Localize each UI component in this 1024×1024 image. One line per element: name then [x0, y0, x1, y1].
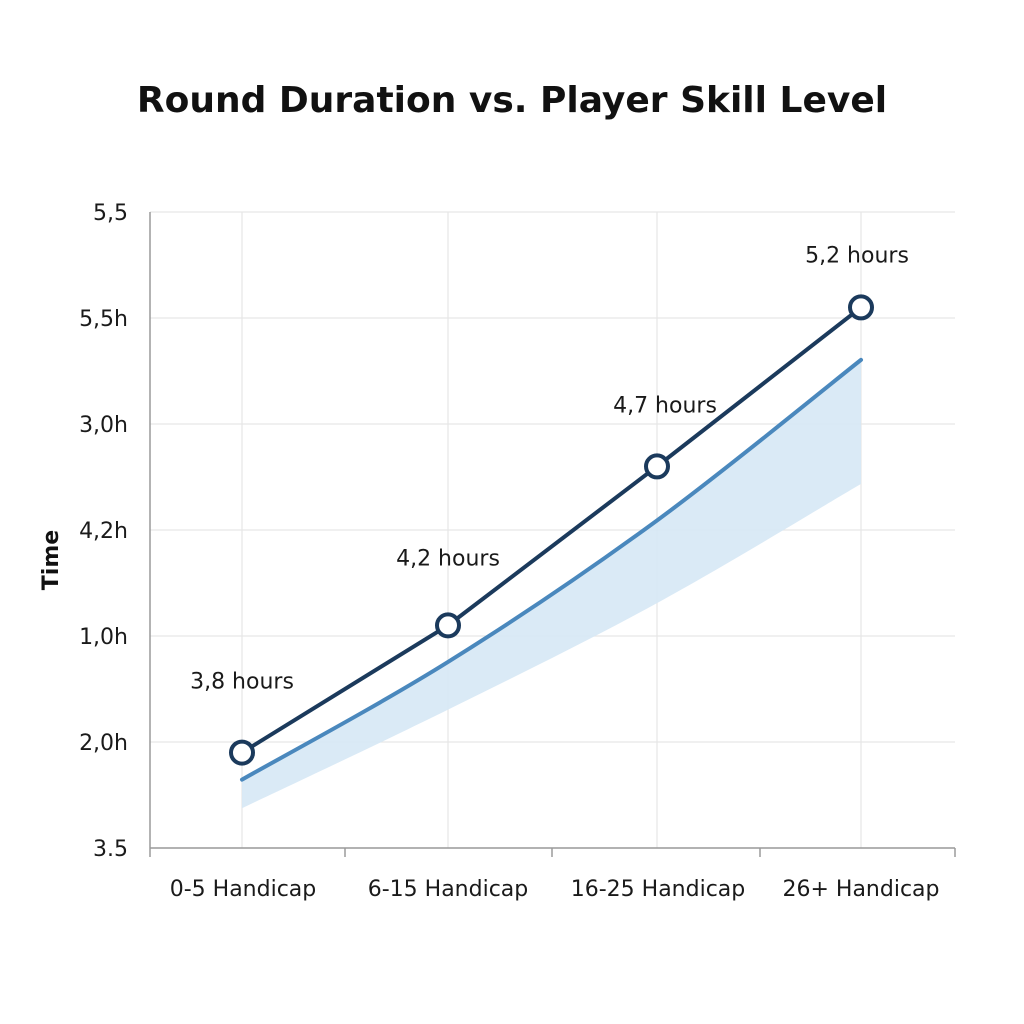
y-tick-label: 2,0h [79, 731, 128, 756]
y-tick-label: 5,5 [93, 201, 128, 226]
data-point-marker [644, 453, 670, 480]
data-label: 4,7 hours [613, 393, 717, 418]
y-axis-label: Time [39, 530, 64, 590]
data-label: 4,2 hours [396, 546, 500, 571]
data-label: 3,8 hours [190, 670, 294, 695]
data-point-marker [435, 612, 461, 639]
series-line-primary [240, 305, 863, 755]
y-tick-label: 1,0h [79, 625, 128, 650]
x-tick-label: 6-15 Handicap [368, 877, 529, 902]
gridlines [150, 211, 955, 849]
y-tick-label: 3.5 [93, 837, 128, 862]
data-point-marker [229, 739, 255, 766]
data-point-marker [848, 294, 874, 321]
x-tick-label: 0-5 Handicap [170, 877, 317, 902]
x-tick-label: 26+ Handicap [782, 877, 939, 902]
labels-layer: 3,8 hours 4,2 hours 4,7 hours 5,2 hours [190, 243, 909, 694]
confidence-band-layer [242, 359, 861, 809]
series-layer [229, 294, 874, 782]
axes: 5,5 5,5h 3,0h 4,2h 1,0h 2,0h 3.5 0-5 Handicap 6-… [39, 201, 956, 902]
y-tick-label: 4,2h [79, 519, 128, 544]
chart-title: Round Duration vs. Player Skill Level [136, 80, 888, 121]
confidence-band [242, 359, 861, 809]
y-tick-label: 3,0h [79, 413, 128, 438]
series-line-secondary [240, 357, 863, 782]
y-tick-label: 5,5h [79, 307, 128, 332]
data-label: 5,2 hours [805, 243, 909, 268]
x-tick-label: 16-25 Handicap [571, 877, 746, 902]
